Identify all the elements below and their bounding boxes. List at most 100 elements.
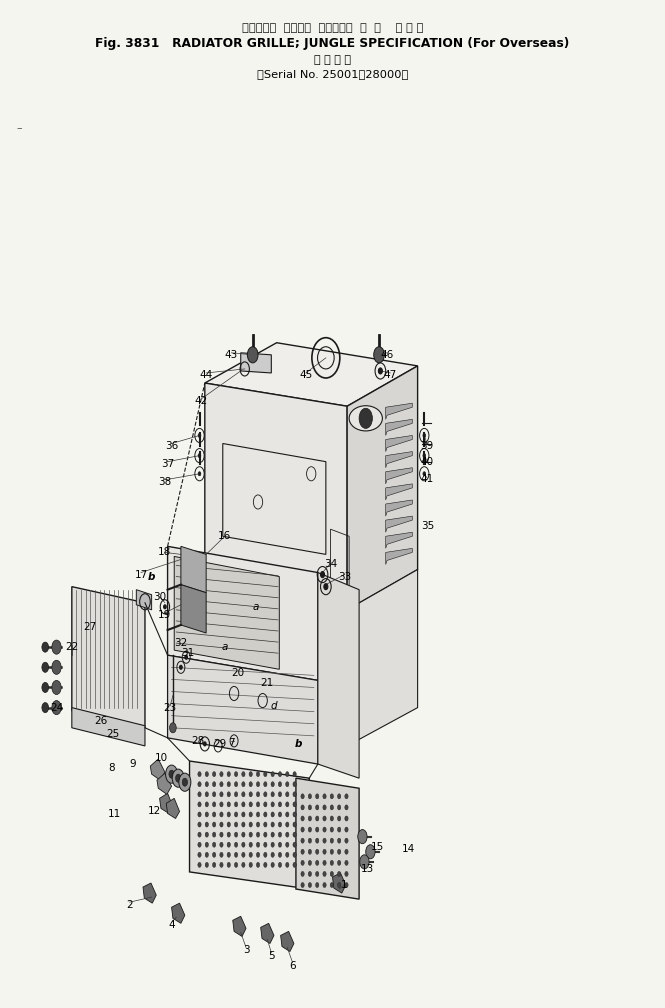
Circle shape xyxy=(338,883,341,888)
Circle shape xyxy=(198,454,201,458)
Circle shape xyxy=(242,772,245,776)
Circle shape xyxy=(309,827,312,833)
Circle shape xyxy=(227,772,230,776)
Text: 適 用 号 機: 適 用 号 機 xyxy=(314,55,351,65)
Circle shape xyxy=(293,843,297,847)
Circle shape xyxy=(249,772,253,776)
Circle shape xyxy=(309,849,312,855)
Text: 35: 35 xyxy=(422,521,435,531)
Circle shape xyxy=(293,833,297,837)
Circle shape xyxy=(263,823,267,827)
Circle shape xyxy=(285,782,289,786)
Circle shape xyxy=(219,792,223,796)
Circle shape xyxy=(256,802,259,806)
Circle shape xyxy=(263,812,267,816)
Circle shape xyxy=(330,827,334,833)
Circle shape xyxy=(285,833,289,837)
Circle shape xyxy=(198,472,201,476)
Polygon shape xyxy=(136,590,152,610)
Circle shape xyxy=(338,804,341,810)
Circle shape xyxy=(198,863,201,867)
Circle shape xyxy=(203,742,206,746)
Circle shape xyxy=(235,792,238,796)
Text: 10: 10 xyxy=(154,753,168,763)
Circle shape xyxy=(301,849,305,855)
Circle shape xyxy=(212,802,215,806)
Polygon shape xyxy=(72,708,145,746)
Circle shape xyxy=(249,792,253,796)
Circle shape xyxy=(205,792,209,796)
Circle shape xyxy=(338,871,341,876)
Circle shape xyxy=(235,802,238,806)
Polygon shape xyxy=(386,484,412,500)
Circle shape xyxy=(198,853,201,857)
Circle shape xyxy=(323,839,327,843)
Text: 25: 25 xyxy=(106,729,120,739)
Text: 23: 23 xyxy=(164,703,177,713)
Polygon shape xyxy=(386,435,412,452)
Polygon shape xyxy=(172,903,185,923)
Circle shape xyxy=(219,782,223,786)
Circle shape xyxy=(301,883,305,888)
Circle shape xyxy=(52,660,61,674)
Circle shape xyxy=(198,833,201,837)
Circle shape xyxy=(179,773,191,791)
Polygon shape xyxy=(386,548,412,564)
Circle shape xyxy=(285,812,289,816)
Circle shape xyxy=(345,849,348,855)
Circle shape xyxy=(242,782,245,786)
Circle shape xyxy=(271,863,275,867)
Circle shape xyxy=(219,863,223,867)
Polygon shape xyxy=(296,778,359,899)
Text: 46: 46 xyxy=(380,350,394,360)
Circle shape xyxy=(212,853,215,857)
Circle shape xyxy=(235,843,238,847)
Circle shape xyxy=(256,792,259,796)
Text: 32: 32 xyxy=(174,638,188,648)
Circle shape xyxy=(359,408,372,428)
Text: 3: 3 xyxy=(243,944,249,955)
Polygon shape xyxy=(72,587,145,728)
Circle shape xyxy=(423,433,426,437)
Circle shape xyxy=(42,662,49,672)
Circle shape xyxy=(180,665,182,669)
Circle shape xyxy=(330,804,334,810)
Polygon shape xyxy=(386,532,412,548)
Polygon shape xyxy=(233,916,246,936)
Circle shape xyxy=(316,871,319,876)
Circle shape xyxy=(309,861,312,865)
Circle shape xyxy=(227,782,230,786)
Circle shape xyxy=(247,347,258,363)
Polygon shape xyxy=(386,516,412,532)
Text: 30: 30 xyxy=(153,592,166,602)
Polygon shape xyxy=(190,761,309,889)
Polygon shape xyxy=(181,546,206,593)
Text: （Serial No. 25001～28000）: （Serial No. 25001～28000） xyxy=(257,69,408,79)
Text: 36: 36 xyxy=(165,440,178,451)
Circle shape xyxy=(212,863,215,867)
Circle shape xyxy=(301,804,305,810)
Polygon shape xyxy=(281,931,294,952)
Circle shape xyxy=(324,584,328,590)
Text: 27: 27 xyxy=(83,622,96,632)
Circle shape xyxy=(205,812,209,816)
Circle shape xyxy=(249,823,253,827)
Ellipse shape xyxy=(349,406,382,431)
Circle shape xyxy=(227,833,230,837)
Text: b: b xyxy=(294,739,302,749)
Circle shape xyxy=(263,802,267,806)
Circle shape xyxy=(249,843,253,847)
Circle shape xyxy=(166,765,178,783)
Circle shape xyxy=(316,827,319,833)
Circle shape xyxy=(249,782,253,786)
Circle shape xyxy=(227,843,230,847)
Text: –: – xyxy=(17,123,22,133)
Circle shape xyxy=(185,655,188,659)
Circle shape xyxy=(278,772,282,776)
Circle shape xyxy=(323,883,327,888)
Circle shape xyxy=(374,347,384,363)
Text: a: a xyxy=(253,602,259,612)
Circle shape xyxy=(256,853,259,857)
Circle shape xyxy=(285,772,289,776)
Circle shape xyxy=(242,843,245,847)
